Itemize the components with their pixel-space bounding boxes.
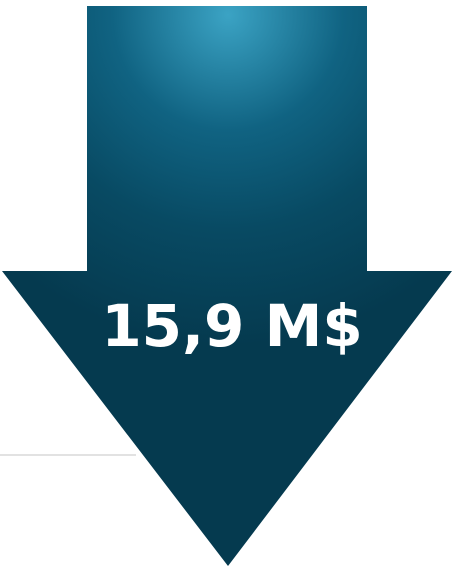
amount-label: 15,9 M$ (101, 292, 362, 360)
down-arrow (2, 6, 452, 566)
